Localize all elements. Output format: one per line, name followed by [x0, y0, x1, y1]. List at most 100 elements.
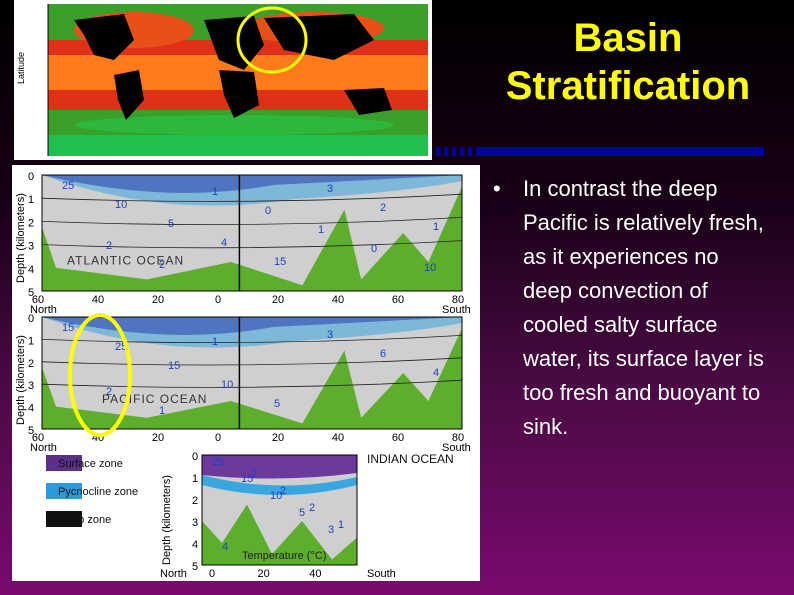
atlantic-depth-tick: 2: [28, 217, 34, 229]
indian-right-end: South: [367, 568, 396, 580]
indian-seafloor: [202, 504, 357, 565]
temperature-section-figure: 0 1 2 3 4 5 60 40 20 0 20 40 60 80 North South 25 10 5 4 15 3…: [12, 165, 480, 581]
bullet-text: In contrast the deep Pacific is relative…: [523, 176, 764, 439]
pacific-x-tick: 60: [32, 432, 44, 444]
pacific-isotherm-label: 2: [106, 386, 112, 398]
depth-axis-label: Depth (kilometers): [15, 193, 27, 283]
title-line-2: Stratification: [505, 64, 751, 108]
pacific-pycnocline-zone: [42, 317, 462, 348]
atlantic-x-tick: 20: [272, 294, 284, 306]
indian-depth-tick: 4: [192, 539, 198, 551]
atlantic-x-tick: 40: [92, 294, 104, 306]
pacific-depth-tick: 5: [28, 425, 34, 437]
indian-isotherm-label: 10: [270, 490, 282, 502]
legend-label: Pycnocline zone: [58, 486, 138, 498]
indian-x-tick: 40: [309, 568, 321, 580]
indian-frame: [201, 454, 358, 566]
atlantic-isotherm-label: 1: [212, 186, 218, 198]
pacific-x-tick: 20: [152, 432, 164, 444]
atlantic-depth-tick: 3: [28, 241, 34, 253]
bullet-dot-icon: •: [493, 176, 501, 201]
atlantic-isotherm-label: 1: [433, 221, 439, 233]
pacific-highlight-circle: [68, 313, 132, 437]
pacific-x-tick: 20: [272, 432, 284, 444]
sea-surface-map-graphic: Latitude: [16, 4, 428, 156]
legend-swatch: [46, 455, 82, 471]
pacific-depth-tick: 1: [28, 335, 34, 347]
pacific-x-tick: 0: [215, 432, 221, 444]
bullet-item: • In contrast the deep Pacific is relati…: [493, 172, 773, 444]
indian-depth-tick: 0: [192, 451, 198, 463]
pacific-depth-tick: 4: [28, 403, 34, 415]
atlantic-isotherm-label: 15: [274, 256, 286, 268]
pacific-left-end: North: [30, 442, 57, 454]
pacific-isotherm-label: 4: [433, 367, 439, 379]
pacific-isotherm-label: 3: [327, 329, 333, 341]
indian-depth-axis-label: Depth (kilometers): [161, 475, 173, 565]
atlantic-pycnocline-zone: [42, 175, 462, 206]
pacific-isotherm-label: 1: [212, 336, 218, 348]
indian-isotherm-label: 4: [222, 541, 228, 553]
atlantic-isotherm-label: 2: [159, 259, 165, 271]
pacific-isotherm-label: 5: [274, 398, 280, 410]
atlantic-depth-tick: 4: [28, 264, 34, 276]
indian-name: INDIAN OCEAN: [367, 452, 454, 466]
indian-left-end: North: [160, 568, 187, 580]
atlantic-isotherm-label: 0: [265, 205, 271, 217]
atlantic-isotherm-label: 0: [371, 243, 377, 255]
pacific-isotherm-label: 10: [221, 379, 233, 391]
atlantic-isotherm-label: 25: [62, 180, 74, 192]
atlantic-frame: [41, 174, 463, 292]
indian-isotherm-label: 1: [338, 519, 344, 531]
atlantic-isotherm: [41, 193, 463, 202]
slide-title: Basin Stratification: [478, 14, 778, 110]
atlantic-seafloor: [42, 186, 462, 291]
atlantic-left-end: North: [30, 304, 57, 316]
depth-axis-label: Depth (kilometers): [15, 335, 27, 425]
atlantic-isotherm-label: 10: [424, 262, 436, 274]
pacific-isotherm-label: 15: [62, 322, 74, 334]
sea-surface-map: Latitude: [14, 0, 432, 160]
indian-depth-tick: 1: [192, 473, 198, 485]
atlantic-isotherm-label: 4: [221, 237, 227, 249]
pacific-x-tick: 80: [452, 432, 464, 444]
indian-isotherm-label: 2: [309, 502, 315, 514]
atlantic-depth-tick: 1: [28, 194, 34, 206]
atlantic-isotherm-label: 5: [168, 218, 174, 230]
pacific-isotherm-label: 1: [159, 405, 165, 417]
pacific-depth-tick: 0: [28, 313, 34, 325]
pacific-isotherm-label: 15: [168, 360, 180, 372]
atlantic-x-tick: 60: [392, 294, 404, 306]
atlantic-x-tick: 60: [32, 294, 44, 306]
pacific-x-tick: 60: [392, 432, 404, 444]
legend-swatch: [46, 483, 82, 499]
atlantic-depth-tick: 5: [28, 287, 34, 299]
indian-isotherm-label: 25: [212, 456, 224, 468]
pacific-isotherm: [41, 357, 463, 366]
pacific-seafloor: [42, 328, 462, 429]
atlantic-right-end: South: [442, 304, 471, 316]
pacific-isotherm: [41, 379, 463, 388]
atlantic-x-tick: 80: [452, 294, 464, 306]
atlantic-depth-tick: 0: [28, 171, 34, 183]
pacific-depth-tick: 3: [28, 380, 34, 392]
indian-isotherm-label: 2: [280, 485, 286, 497]
pacific-depth-tick: 2: [28, 358, 34, 370]
atlantic-isotherm-label: 3: [327, 183, 333, 195]
indian-isotherm-label: 15: [241, 473, 253, 485]
indian-isotherm-label: 2: [251, 468, 257, 480]
indian-isotherm-label: 3: [328, 524, 334, 536]
atlantic-x-tick: 20: [152, 294, 164, 306]
title-line-1: Basin: [573, 16, 683, 60]
indian-axis-title: Temperature (°C): [242, 550, 326, 562]
indian-pycnocline-zone: [202, 475, 357, 495]
pacific-x-tick: 40: [332, 432, 344, 444]
pacific-name: PACIFIC OCEAN: [102, 392, 207, 406]
map-y-label: Latitude: [16, 52, 26, 84]
pacific-frame: [41, 316, 463, 430]
atlantic-isotherm-label: 10: [115, 199, 127, 211]
atlantic-name: ATLANTIC OCEAN: [67, 253, 184, 267]
atlantic-isotherm: [41, 217, 463, 225]
pacific-isotherm: [41, 335, 463, 343]
